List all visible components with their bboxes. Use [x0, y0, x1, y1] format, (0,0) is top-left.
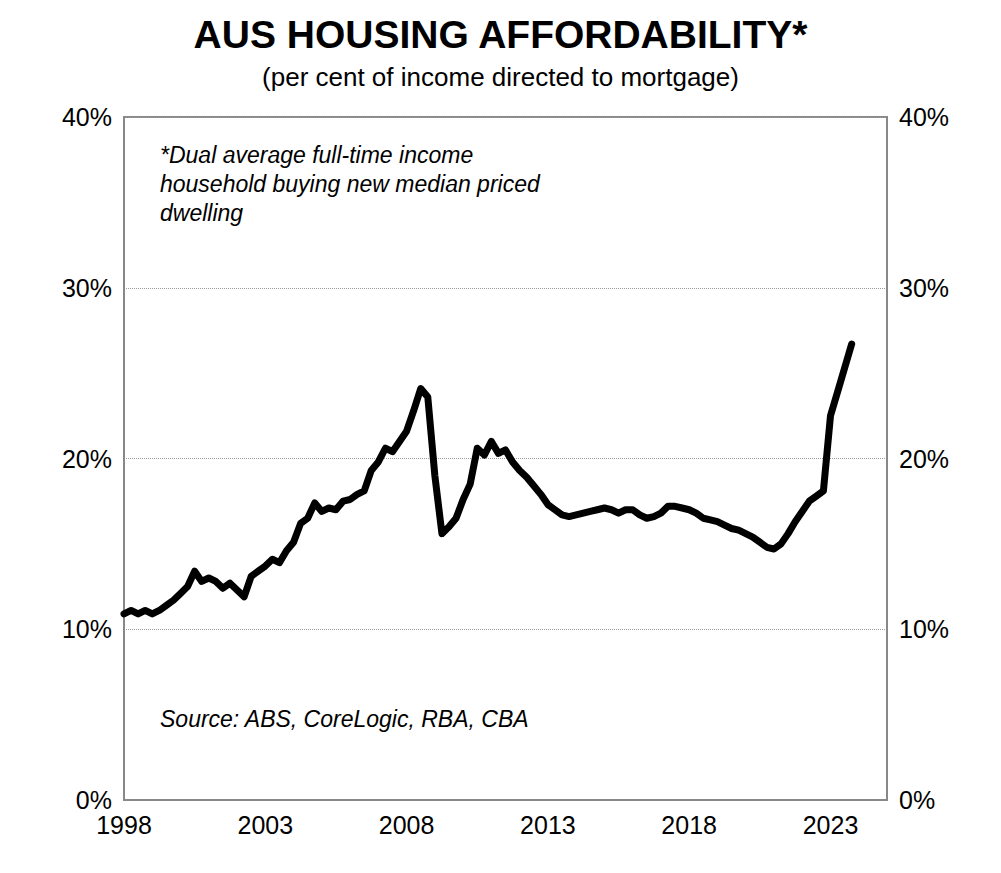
svg-text:20%: 20% — [899, 445, 949, 473]
svg-text:1998: 1998 — [96, 811, 152, 839]
svg-text:2003: 2003 — [237, 811, 293, 839]
svg-text:2008: 2008 — [379, 811, 435, 839]
svg-text:40%: 40% — [62, 103, 112, 131]
svg-text:0%: 0% — [75, 786, 112, 814]
svg-text:30%: 30% — [899, 274, 949, 302]
svg-text:AUS HOUSING AFFORDABILITY*: AUS HOUSING AFFORDABILITY* — [194, 13, 809, 56]
svg-text:*Dual average full-time income: *Dual average full-time income — [160, 142, 473, 168]
svg-text:2023: 2023 — [803, 811, 859, 839]
svg-text:0%: 0% — [899, 786, 935, 814]
svg-text:dwelling: dwelling — [160, 200, 243, 226]
svg-text:30%: 30% — [62, 274, 112, 302]
svg-text:10%: 10% — [899, 615, 949, 643]
svg-text:2018: 2018 — [661, 811, 717, 839]
svg-text:Source: ABS, CoreLogic, RBA, C: Source: ABS, CoreLogic, RBA, CBA — [160, 706, 529, 732]
svg-text:40%: 40% — [899, 103, 949, 131]
svg-text:(per cent of income directed t: (per cent of income directed to mortgage… — [262, 62, 739, 92]
svg-text:10%: 10% — [62, 615, 112, 643]
svg-text:2013: 2013 — [520, 811, 576, 839]
svg-text:20%: 20% — [62, 445, 112, 473]
svg-text:household buying new median pr: household buying new median priced — [160, 171, 541, 197]
